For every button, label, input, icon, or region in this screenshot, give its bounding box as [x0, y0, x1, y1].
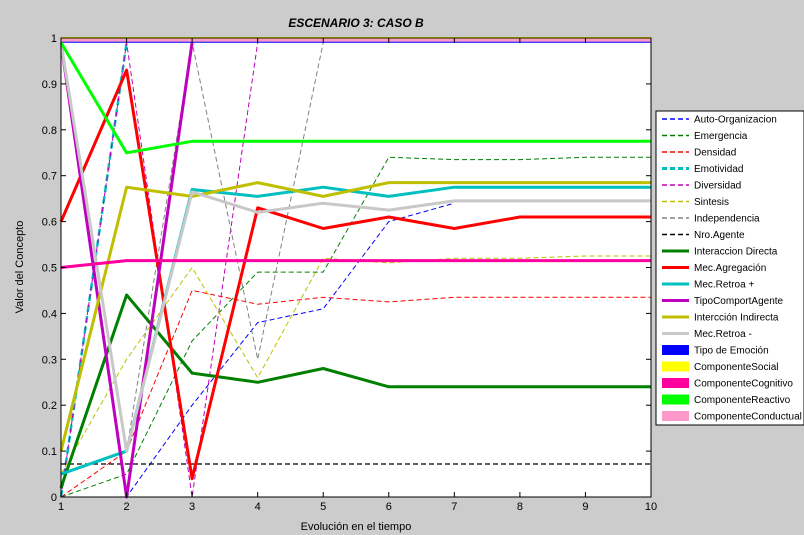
- legend-label: Diversidad: [694, 181, 741, 192]
- legend-label: Independencia: [694, 214, 760, 225]
- series-line: [60, 259, 651, 269]
- series-line: [59, 41, 651, 155]
- y-axis: 0 0.1 0.2 0.3 0.4 0.5 0.6 0.7 0.8 0.9 1: [42, 33, 651, 504]
- series-line: [60, 255, 651, 475]
- legend-label: Emotividad: [694, 164, 743, 175]
- series-line: [60, 156, 651, 498]
- legend-label: Sintesis: [694, 197, 729, 208]
- y-tick-label: 0.6: [42, 217, 57, 229]
- y-tick-label: 0.4: [42, 308, 57, 320]
- y-tick-label: 0.3: [42, 354, 57, 366]
- y-tick-label: 0.5: [42, 263, 57, 275]
- legend-label: Mec.Agregación: [694, 263, 766, 274]
- series-line: [59, 42, 651, 453]
- legend-label: Intercción Indirecta: [694, 313, 779, 324]
- legend: Auto-Organizacion Emergencia Densidad Emoti…: [655, 110, 804, 426]
- x-tick-label: 9: [582, 501, 588, 513]
- legend-label: ComponenteCognitivo: [694, 379, 793, 390]
- legend-swatch: [662, 394, 689, 405]
- x-axis-label: Evolución en el tiempo: [301, 521, 412, 533]
- y-tick-label: 0.7: [42, 171, 57, 183]
- legend-label: Mec.Retroa +: [694, 280, 754, 291]
- y-tick-label: 0.8: [42, 125, 57, 137]
- series-line: [59, 181, 651, 452]
- legend-label: Densidad: [694, 148, 736, 159]
- y-tick-label: 1: [51, 33, 57, 45]
- legend-label: ComponenteReactivo: [694, 395, 791, 406]
- legend-swatch: [662, 378, 689, 388]
- legend-label: Interaccion Directa: [694, 247, 778, 258]
- y-tick-label: 0.2: [42, 400, 57, 412]
- legend-swatch: [662, 345, 689, 355]
- x-tick-label: 8: [517, 501, 523, 513]
- legend-label: TipoComportAgente: [694, 296, 784, 307]
- legend-label: ComponenteSocial: [694, 362, 779, 373]
- y-tick-label: 0.9: [42, 79, 57, 91]
- x-tick-label: 7: [451, 501, 457, 513]
- x-tick-label: 1: [58, 501, 64, 513]
- y-axis-label: Valor del Concepto: [14, 221, 26, 314]
- legend-label: Mec.Retroa -: [694, 329, 752, 340]
- x-tick-label: 2: [123, 501, 129, 513]
- legend-label: Tipo de Emoción: [694, 346, 769, 357]
- x-tick-label: 6: [386, 501, 392, 513]
- legend-label: Nro.Agente: [694, 230, 745, 241]
- y-tick-label: 0.1: [42, 446, 57, 458]
- x-tick-label: 10: [645, 501, 657, 513]
- chart-title: ESCENARIO 3: CASO B: [288, 16, 424, 30]
- x-tick-label: 5: [320, 501, 326, 513]
- y-tick-label: 0: [51, 492, 57, 504]
- legend-label: ComponenteConductual: [694, 412, 802, 423]
- legend-swatch: [662, 411, 689, 421]
- series-line: [59, 293, 651, 489]
- legend-label: Auto-Organizacion: [694, 115, 777, 126]
- x-tick-label: 3: [189, 501, 195, 513]
- series-line: [60, 289, 651, 498]
- x-tick-label: 4: [255, 501, 261, 513]
- series-layer: [59, 37, 651, 499]
- legend-swatch: [662, 361, 689, 372]
- x-axis: 1 2 3 4 5 6 7 8 9 10: [58, 38, 657, 513]
- legend-label: Emergencia: [694, 131, 748, 142]
